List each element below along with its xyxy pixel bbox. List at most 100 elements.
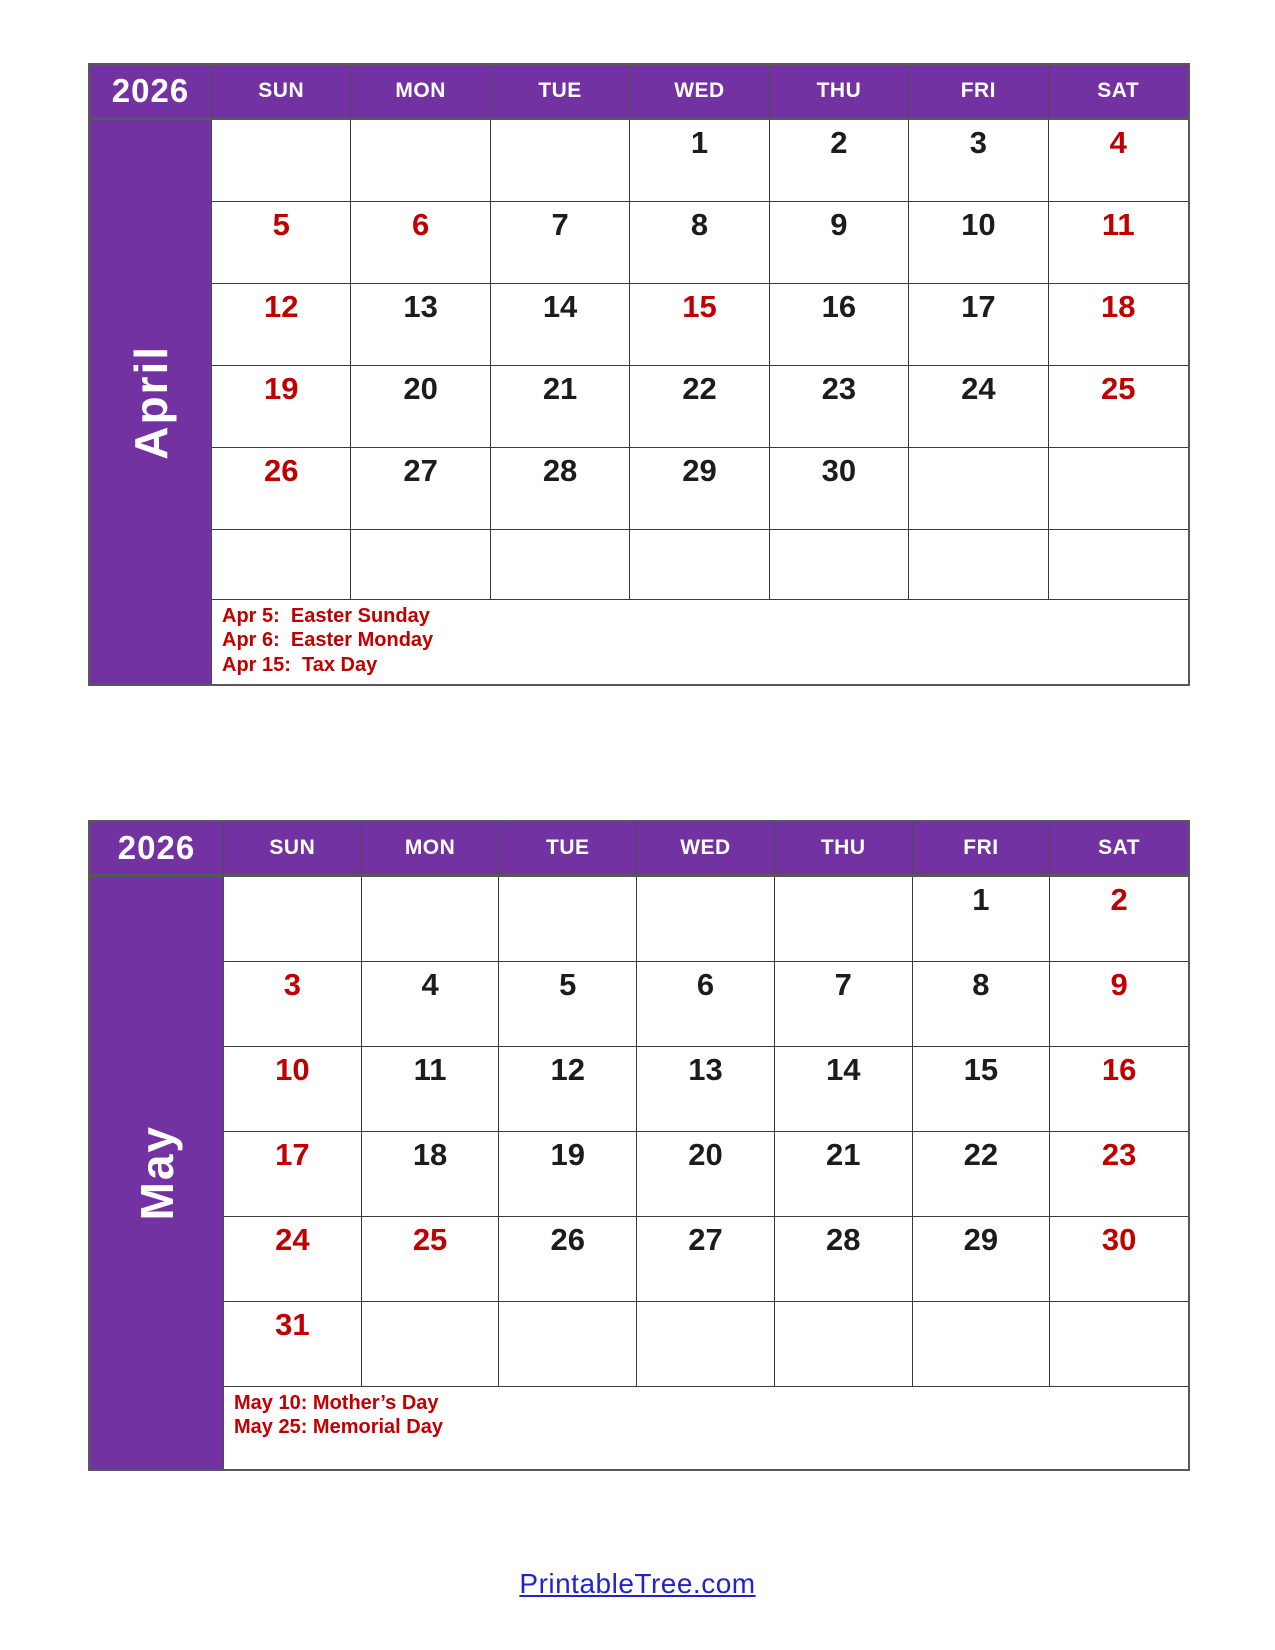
date-cell-may-17: 17 [224, 1132, 362, 1217]
date-cell-april-1: 1 [630, 120, 770, 202]
empty-date-cell [912, 1302, 1051, 1387]
calendar-april: 2026 SUN MON TUE WED THU FRI SAT April 1 2 3 4 5 6 7 8 9 1… [88, 63, 1190, 686]
empty-date-cell [630, 530, 770, 600]
date-cell-may-3: 3 [224, 962, 362, 1047]
date-cell-april-16: 16 [769, 284, 910, 366]
date-cell-april-6: 6 [351, 202, 491, 284]
calendar-may: 2026 SUN MON TUE WED THU FRI SAT May 1 2 3 4 5 6 7 8 9 10 1… [88, 820, 1190, 1471]
date-cell-may-21: 21 [774, 1132, 913, 1217]
empty-date-cell [212, 120, 352, 202]
day-header-sat: SAT [1048, 65, 1188, 120]
date-cell-april-3: 3 [909, 120, 1049, 202]
day-header-mon: MON [351, 65, 491, 120]
empty-date-cell [637, 877, 775, 962]
date-cell-may-31: 31 [224, 1302, 362, 1387]
empty-date-cell [1048, 530, 1188, 600]
date-cell-may-1: 1 [912, 877, 1051, 962]
day-header-sun: SUN [224, 822, 362, 877]
day-header-sat: SAT [1050, 822, 1188, 877]
day-header-thu: THU [769, 65, 910, 120]
empty-date-cell [351, 120, 491, 202]
holiday-line: May 25: Memorial Day [234, 1416, 443, 1439]
date-cell-may-12: 12 [499, 1047, 638, 1132]
date-cell-april-12: 12 [212, 284, 352, 366]
date-cell-april-9: 9 [769, 202, 910, 284]
empty-date-cell [224, 877, 362, 962]
empty-date-cell [490, 120, 631, 202]
date-cell-may-20: 20 [637, 1132, 775, 1217]
date-cell-may-9: 9 [1050, 962, 1188, 1047]
day-header-thu: THU [774, 822, 913, 877]
date-cell-may-2: 2 [1050, 877, 1188, 962]
date-cell-april-17: 17 [909, 284, 1049, 366]
date-cell-may-5: 5 [499, 962, 638, 1047]
month-label-may: May [130, 1125, 183, 1221]
date-cell-may-14: 14 [774, 1047, 913, 1132]
day-header-wed: WED [630, 65, 770, 120]
empty-date-cell [909, 448, 1049, 530]
date-cell-may-26: 26 [499, 1217, 638, 1302]
date-cell-may-13: 13 [637, 1047, 775, 1132]
empty-date-cell [769, 530, 910, 600]
date-cell-april-15: 15 [630, 284, 770, 366]
holiday-line: May 10: Mother’s Day [234, 1392, 439, 1414]
empty-date-cell [499, 1302, 638, 1387]
date-cell-april-2: 2 [769, 120, 910, 202]
date-cell-april-10: 10 [909, 202, 1049, 284]
date-cell-may-27: 27 [637, 1217, 775, 1302]
date-cell-may-10: 10 [224, 1047, 362, 1132]
date-cell-april-26: 26 [212, 448, 352, 530]
holiday-line: Apr 15: Tax Day [222, 653, 378, 676]
date-cell-april-14: 14 [490, 284, 631, 366]
date-cell-april-5: 5 [212, 202, 352, 284]
day-header-fri: FRI [912, 822, 1051, 877]
holiday-notes-may: May 10: Mother’s Day May 25: Memorial Day [224, 1387, 1188, 1469]
date-cell-april-8: 8 [630, 202, 770, 284]
month-sidebar-april: April [90, 120, 212, 684]
date-cell-may-7: 7 [774, 962, 913, 1047]
empty-date-cell [1048, 448, 1188, 530]
date-cell-may-22: 22 [912, 1132, 1051, 1217]
date-cell-may-8: 8 [912, 962, 1051, 1047]
date-cell-may-19: 19 [499, 1132, 638, 1217]
empty-date-cell [637, 1302, 775, 1387]
year-cell-may: 2026 [90, 822, 224, 877]
date-cell-april-29: 29 [630, 448, 770, 530]
empty-date-cell [361, 1302, 500, 1387]
empty-date-cell [212, 530, 352, 600]
date-cell-april-13: 13 [351, 284, 491, 366]
month-sidebar-may: May [90, 877, 224, 1469]
day-header-fri: FRI [909, 65, 1049, 120]
empty-date-cell [774, 877, 913, 962]
date-cell-april-24: 24 [909, 366, 1049, 448]
date-cell-april-18: 18 [1048, 284, 1188, 366]
day-header-tue: TUE [499, 822, 638, 877]
date-cell-may-18: 18 [361, 1132, 500, 1217]
date-cell-may-6: 6 [637, 962, 775, 1047]
holiday-notes-april: Apr 5: Easter Sunday Apr 6: Easter Monday… [212, 600, 1188, 684]
date-cell-may-15: 15 [912, 1047, 1051, 1132]
date-cell-may-24: 24 [224, 1217, 362, 1302]
empty-date-cell [1050, 1302, 1188, 1387]
date-cell-may-25: 25 [361, 1217, 500, 1302]
date-cell-april-7: 7 [490, 202, 631, 284]
month-label-april: April [124, 344, 177, 460]
date-cell-april-23: 23 [769, 366, 910, 448]
date-cell-april-11: 11 [1048, 202, 1188, 284]
date-cell-may-30: 30 [1050, 1217, 1188, 1302]
holiday-line: Apr 6: Easter Monday [222, 629, 434, 652]
printabletree-link[interactable]: PrintableTree.com [519, 1568, 756, 1599]
empty-date-cell [490, 530, 631, 600]
date-cell-april-27: 27 [351, 448, 491, 530]
date-cell-may-16: 16 [1050, 1047, 1188, 1132]
date-cell-april-30: 30 [769, 448, 910, 530]
date-cell-april-22: 22 [630, 366, 770, 448]
date-cell-april-28: 28 [490, 448, 631, 530]
date-cell-april-20: 20 [351, 366, 491, 448]
date-cell-may-23: 23 [1050, 1132, 1188, 1217]
day-header-mon: MON [361, 822, 500, 877]
date-cell-may-11: 11 [361, 1047, 500, 1132]
date-cell-may-29: 29 [912, 1217, 1051, 1302]
day-header-wed: WED [637, 822, 775, 877]
